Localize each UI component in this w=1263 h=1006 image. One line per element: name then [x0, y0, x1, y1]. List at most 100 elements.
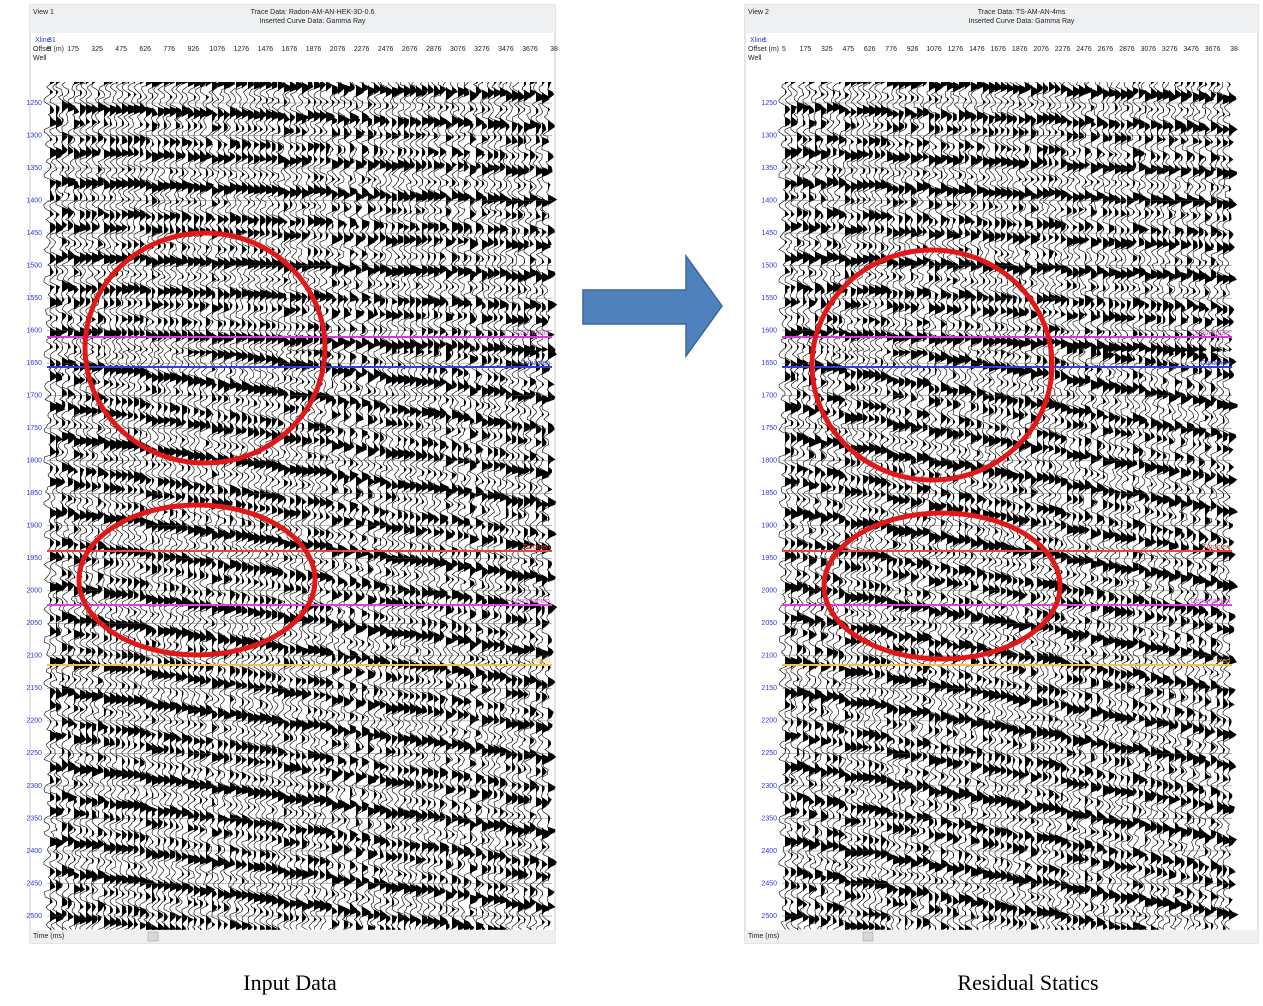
trace-wiggle	[349, 81, 366, 930]
trace-fill	[1037, 82, 1046, 930]
highlight-ellipse	[821, 510, 1063, 662]
trace-wiggle	[1138, 81, 1155, 930]
trace-wiggle	[1210, 81, 1226, 930]
time-tick: 1500	[26, 262, 42, 269]
trace-wiggle	[319, 81, 335, 930]
trace-wiggle	[1222, 81, 1239, 930]
trace-wiggle	[952, 81, 969, 930]
trace-wiggle	[517, 81, 534, 930]
offset-tick: 2876	[426, 46, 442, 53]
trace-fill	[494, 82, 503, 930]
trace-fill	[839, 82, 848, 930]
trace-fill	[1103, 82, 1112, 930]
time-tick: 1500	[761, 262, 777, 269]
offset-tick: 5	[47, 46, 51, 53]
trace-fill	[1079, 82, 1088, 930]
trace-fill	[320, 82, 329, 930]
trace-wiggle	[295, 81, 312, 930]
trace-fill	[983, 82, 992, 930]
offset-tick: 3476	[1183, 46, 1199, 53]
offset-tick: 1476	[258, 46, 274, 53]
trace-fill	[470, 82, 479, 930]
trace-wiggle	[55, 81, 72, 930]
offset-tick: 2076	[330, 46, 346, 53]
trace-wiggle	[415, 81, 431, 930]
trace-fill	[476, 82, 485, 930]
view-header	[745, 5, 1258, 33]
scrollbar	[745, 930, 1258, 943]
time-tick: 1550	[26, 295, 42, 302]
trace-wiggle	[43, 81, 60, 930]
trace-wiggle	[1114, 81, 1131, 930]
time-tick: 1250	[761, 100, 777, 107]
time-tick: 1300	[26, 132, 42, 139]
xline-label: Xline	[750, 37, 766, 44]
trace-wiggle	[301, 81, 318, 930]
trace-fill	[1031, 82, 1040, 930]
trace-wiggle	[970, 81, 987, 930]
trace-wiggle	[511, 81, 528, 930]
offset-tick: 776	[163, 46, 175, 53]
trace-wiggle	[85, 81, 102, 930]
trace-wiggle	[535, 81, 552, 930]
trace-fill	[416, 82, 424, 930]
trace-fill	[422, 82, 431, 930]
offset-tick: 2676	[402, 46, 418, 53]
trace-fill	[110, 82, 119, 930]
offset-tick: 1676	[990, 46, 1006, 53]
trace-fill	[206, 82, 215, 930]
trace-wiggle	[1126, 81, 1143, 930]
trace-fill	[1109, 82, 1118, 930]
trace-wiggle	[790, 81, 807, 930]
trace-wiggle	[79, 81, 96, 930]
trace-wiggle	[241, 81, 258, 930]
trace-fill	[1151, 82, 1160, 930]
trace-wiggle	[850, 81, 867, 930]
trace-wiggle	[1174, 81, 1191, 930]
time-tick: 1800	[26, 458, 42, 465]
time-tick: 1350	[761, 165, 777, 172]
trace-wiggle	[529, 81, 546, 930]
trace-wiggle	[361, 81, 377, 930]
time-tick: 1950	[26, 555, 42, 562]
trace-fill	[875, 82, 884, 930]
xline-value: 1	[763, 37, 767, 44]
time-tick: 1950	[761, 555, 777, 562]
trace-fill	[140, 82, 149, 930]
time-tick: 1900	[761, 523, 777, 530]
trace-wiggle	[994, 81, 1011, 930]
trace-fill	[500, 82, 509, 930]
time-tick: 2300	[761, 783, 777, 790]
trace-fill	[1127, 82, 1136, 930]
trace-wiggle	[499, 81, 516, 930]
trace-fill	[158, 82, 167, 930]
trace-wiggle	[796, 81, 813, 930]
trace-wiggle	[229, 81, 246, 930]
trace-wiggle	[475, 81, 492, 930]
trace-fill	[176, 82, 185, 930]
trace-wiggle	[505, 81, 522, 930]
view-header	[30, 5, 555, 33]
horizon-label: Conacien	[1200, 360, 1230, 367]
trace-wiggle	[1036, 81, 1052, 930]
trace-wiggle	[982, 81, 999, 930]
well-label: Well	[748, 55, 762, 62]
offset-tick: 1876	[306, 46, 322, 53]
trace-wiggle	[826, 81, 843, 930]
trace-fill	[989, 82, 998, 930]
trace-fill	[482, 82, 491, 930]
time-tick: 2100	[26, 653, 42, 660]
trace-wiggle	[427, 81, 444, 930]
trace-wiggle	[802, 81, 819, 930]
arrow	[582, 253, 723, 359]
horizon-label: Couverture	[1195, 330, 1230, 337]
trace-wiggle	[139, 81, 156, 930]
trace-wiggle	[1156, 81, 1173, 930]
trace-wiggle	[1204, 81, 1221, 930]
time-tick: 2250	[26, 750, 42, 757]
trace-fill	[314, 82, 323, 930]
offset-tick: 475	[115, 46, 127, 53]
trace-fill	[1169, 82, 1178, 930]
time-tick: 2200	[26, 718, 42, 725]
